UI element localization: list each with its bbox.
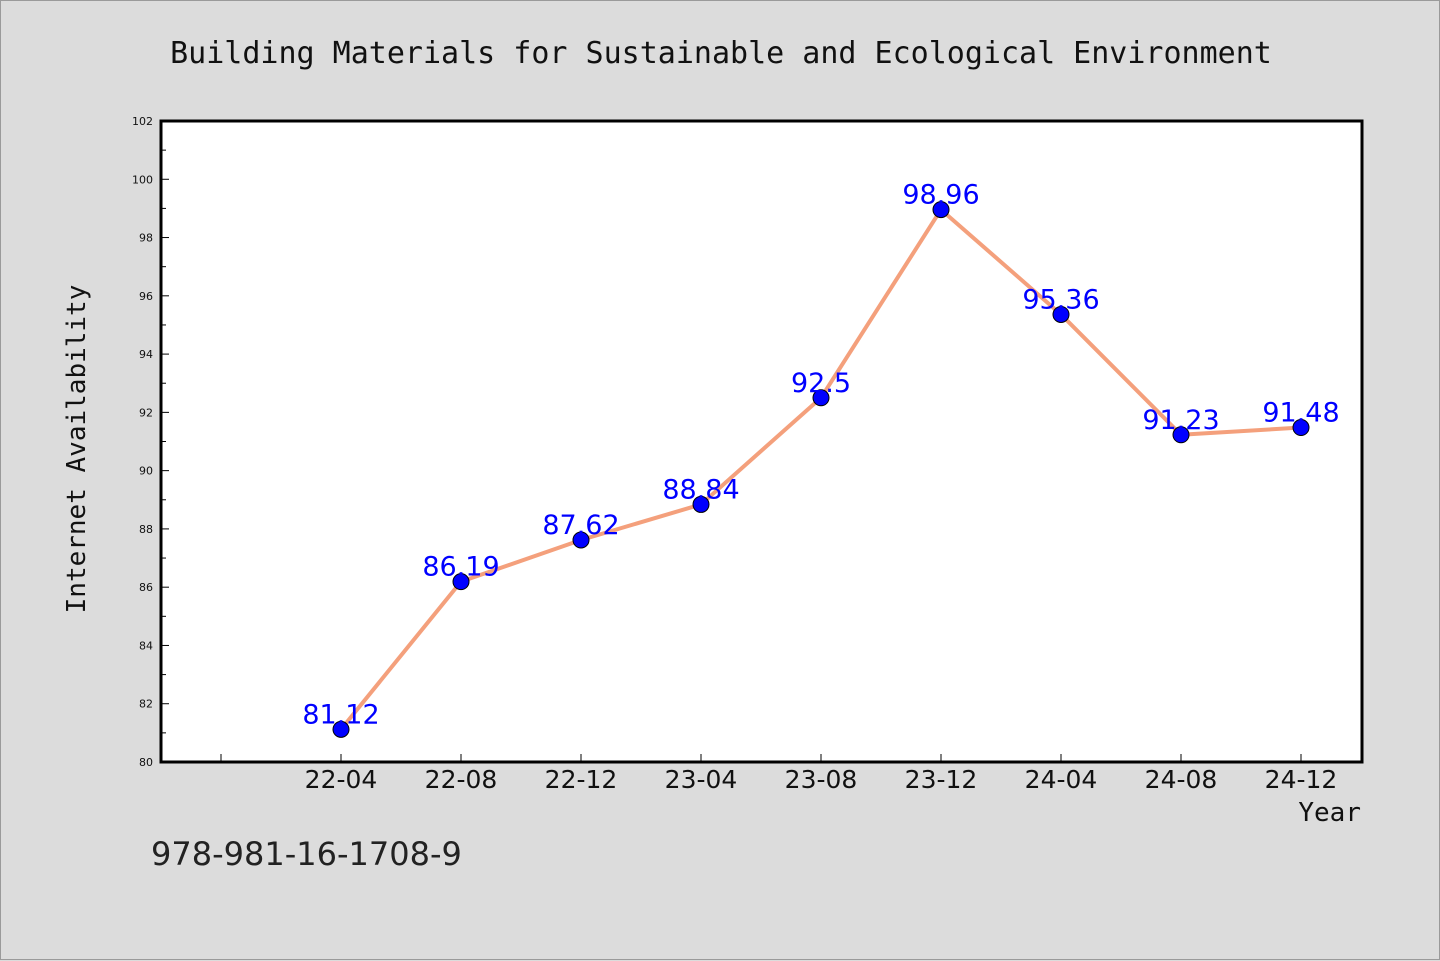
y-tick-label: 82 (139, 698, 153, 711)
plot-area (159, 119, 1364, 764)
y-tick-label: 96 (139, 290, 153, 303)
y-tick-label: 94 (139, 348, 153, 361)
x-tick-label: 23-08 (785, 765, 858, 794)
x-tick-label: 22-08 (425, 765, 498, 794)
data-labels: 81.12 86.19 87.62 88.84 92.5 98.96 95.36 91.23 9… (302, 180, 1339, 731)
x-tick-label: 23-04 (665, 765, 738, 794)
y-tick-label: 102 (132, 115, 153, 128)
x-axis: 22-04 22-08 22-12 23-04 23-08 23-12 24-04 24-08… (220, 754, 1338, 794)
data-label: 92.5 (791, 368, 851, 399)
data-point (452, 573, 470, 591)
y-tick-label: 100 (132, 173, 153, 186)
data-point (332, 720, 350, 738)
x-tick-label: 24-08 (1145, 765, 1218, 794)
data-label: 95.36 (1022, 284, 1099, 315)
x-tick-label: 24-04 (1025, 765, 1098, 794)
y-tick-label: 92 (139, 406, 153, 419)
data-point (932, 201, 950, 219)
data-point (692, 495, 710, 513)
data-point (812, 389, 830, 407)
data-label: 81.12 (302, 699, 379, 730)
x-tick-label: 23-12 (905, 765, 978, 794)
x-tick-label: 22-04 (305, 765, 378, 794)
y-tick-label: 84 (139, 639, 153, 652)
data-point (572, 531, 590, 549)
x-axis-label: Year (1298, 798, 1361, 828)
data-label: 91.48 (1262, 398, 1339, 429)
y-tick-label: 98 (139, 232, 153, 245)
data-point (1292, 419, 1310, 437)
data-label: 87.62 (542, 510, 619, 541)
x-tick-label: 22-12 (545, 765, 618, 794)
y-tick-label: 90 (139, 465, 153, 478)
y-tick-label: 86 (139, 581, 153, 594)
y-axis-label: Internet Availability (62, 285, 92, 614)
data-label: 91.23 (1142, 405, 1219, 436)
y-tick-label: 80 (139, 756, 153, 769)
data-label: 86.19 (422, 552, 499, 583)
isbn-text: 978-981-16-1708-9 (151, 835, 462, 873)
y-tick-label: 88 (139, 523, 153, 536)
series-markers (332, 201, 1310, 738)
data-label: 88.84 (662, 474, 739, 505)
data-label: 98.96 (902, 180, 979, 211)
y-axis: 80 82 84 86 88 90 92 94 96 98 100 102 (132, 115, 169, 769)
data-point (1172, 426, 1190, 444)
x-tick-label: 24-12 (1265, 765, 1338, 794)
chart-title: Building Materials for Sustainable and E… (170, 36, 1272, 71)
data-point (1052, 305, 1070, 323)
